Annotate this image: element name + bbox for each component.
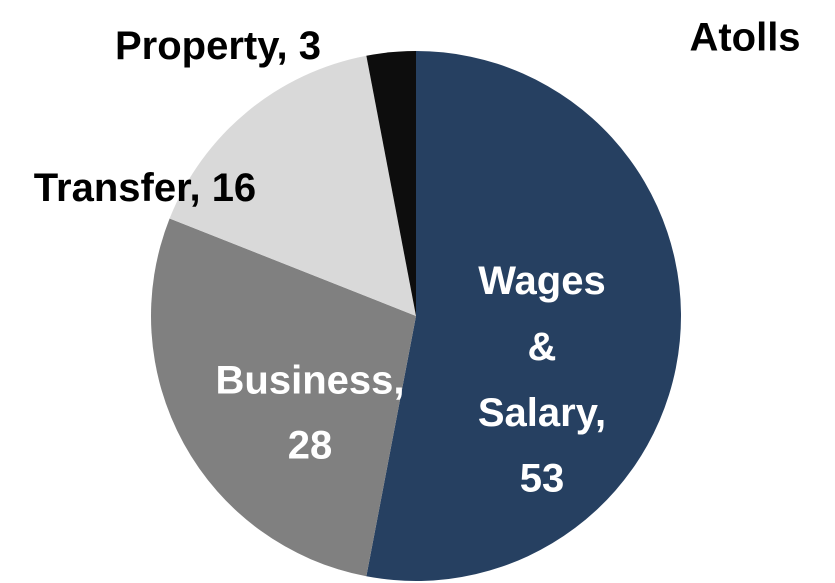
pie-slice [366, 51, 416, 316]
chart-title: Atolls [689, 16, 800, 60]
value-label: 16 [212, 166, 257, 210]
pie-slice [366, 51, 681, 581]
category-label: Transfer [34, 166, 191, 210]
category-line: & [528, 325, 557, 369]
category-line: Salary, [478, 391, 606, 435]
slice-label: Property, 3 [115, 24, 321, 68]
value-label: 3 [299, 24, 321, 68]
category-label: Wages & Salary, [478, 259, 606, 435]
pie-slice [169, 55, 416, 316]
pie-slice [151, 218, 416, 577]
value-label: 28 [288, 424, 333, 468]
value-label: 53 [520, 457, 565, 501]
category-line: Wages [478, 259, 605, 303]
category-label: Business, [216, 359, 405, 403]
slice-label: Transfer, 16 [34, 166, 256, 210]
category-label: Property [115, 24, 280, 68]
